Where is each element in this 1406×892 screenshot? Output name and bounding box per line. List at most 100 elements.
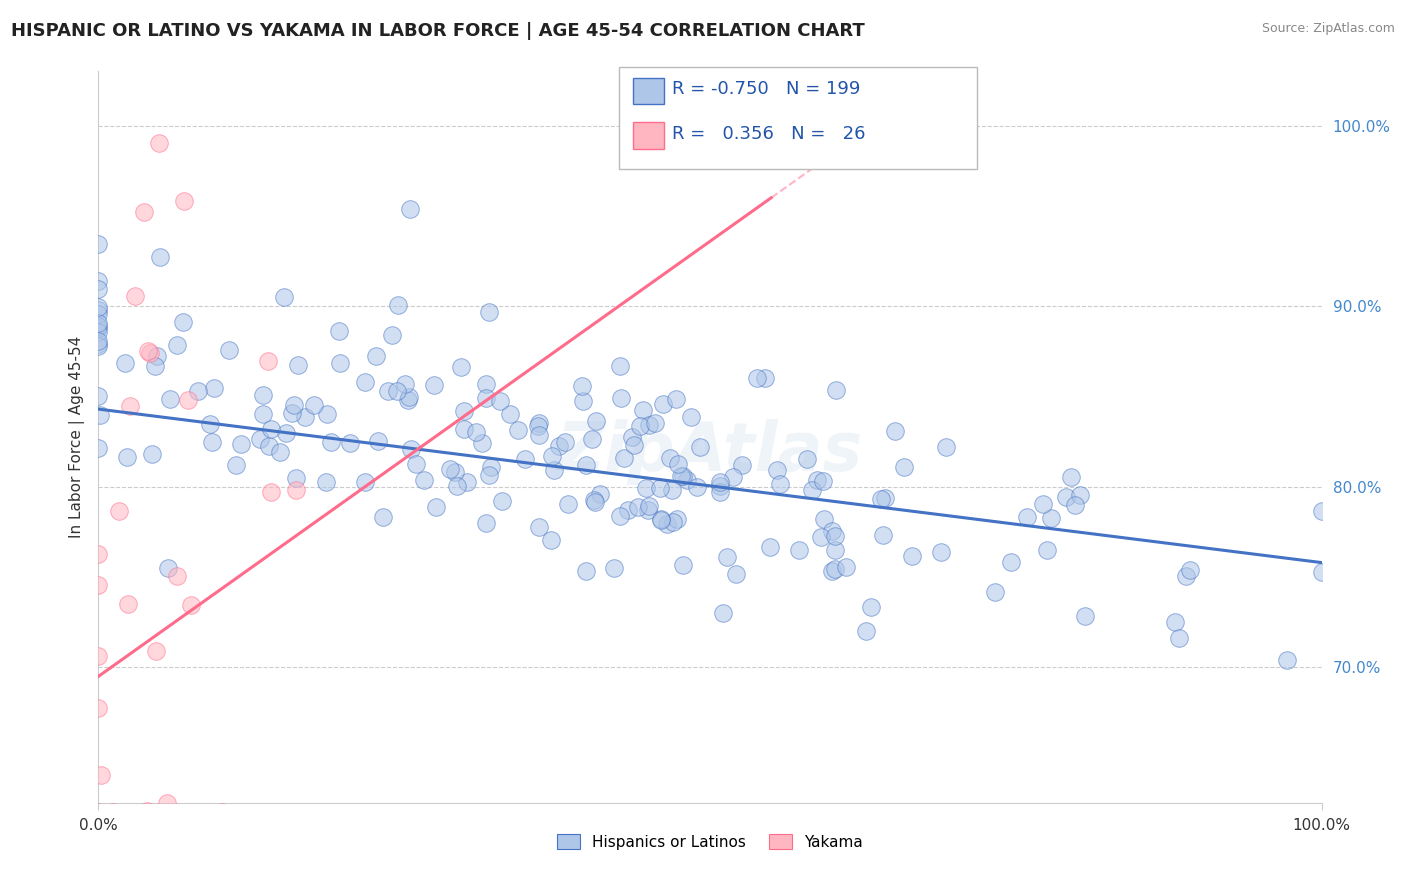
Point [87,320,110,334]
Point [1054,490,1077,504]
Point [136,804,159,818]
Point [669,469,692,483]
Point [471,436,494,450]
Point [935,440,957,454]
Point [1015,509,1038,524]
Point [589,487,612,501]
Point [721,470,744,484]
Point [474,391,496,405]
Point [825,383,848,397]
Point [149,251,172,265]
Point [117,597,139,611]
Point [139,345,162,359]
Point [87,442,110,456]
Point [249,432,271,446]
Point [609,509,631,524]
Point [557,498,579,512]
Point [824,562,846,576]
Point [387,298,409,312]
Point [835,559,858,574]
Point [478,305,501,319]
Point [716,550,738,565]
Text: R = -0.750   N = 199: R = -0.750 N = 199 [672,80,860,98]
Text: ZipAtlas: ZipAtlas [557,418,863,484]
Point [172,315,194,329]
Point [1275,653,1298,667]
Point [572,393,595,408]
Point [875,491,897,505]
Point [769,476,792,491]
Point [1310,504,1333,518]
Point [148,136,170,150]
Point [813,511,835,525]
Point [855,624,877,639]
Point [143,359,166,373]
Point [583,494,606,508]
Point [315,475,337,489]
Point [422,378,444,392]
Point [893,460,915,475]
Point [529,519,551,533]
Point [114,356,136,370]
Point [87,303,110,318]
Point [202,381,225,395]
Point [413,473,436,487]
Point [87,389,110,403]
Point [180,598,202,612]
Point [582,493,605,508]
Legend: Hispanics or Latinos, Yakama: Hispanics or Latinos, Yakama [550,826,870,857]
Point [453,404,475,418]
Point [666,458,689,472]
Point [631,403,654,417]
Point [281,405,304,419]
Point [665,392,688,406]
Point [87,319,110,334]
Point [87,334,110,348]
Point [321,435,343,450]
Point [367,434,389,449]
Point [283,398,305,412]
Point [87,578,110,592]
Point [709,484,731,499]
Point [385,384,408,398]
Point [574,564,596,578]
Point [225,458,247,472]
Point [686,480,709,494]
Point [527,417,550,431]
Point [173,194,195,209]
Point [637,503,659,517]
Point [811,474,834,488]
Point [456,475,478,489]
Point [177,393,200,408]
Point [141,447,163,461]
Point [87,805,110,819]
Point [1000,555,1022,569]
Point [1040,510,1063,524]
Point [159,392,181,406]
Point [285,471,308,485]
Point [859,600,882,615]
Point [479,460,502,475]
Point [709,479,731,493]
Point [260,422,283,436]
Point [1060,470,1083,484]
Y-axis label: In Labor Force | Age 45-54: In Labor Force | Age 45-54 [69,336,84,538]
Point [820,564,842,578]
Point [87,547,110,561]
Point [621,430,644,444]
Point [425,500,447,514]
Point [444,465,467,479]
Point [644,416,666,430]
Point [399,202,422,216]
Point [623,438,645,452]
Point [527,428,550,442]
Point [316,407,339,421]
Point [650,513,672,527]
Point [101,805,124,819]
Point [810,531,832,545]
Point [824,529,846,543]
Point [506,423,529,437]
Point [394,377,416,392]
Point [450,359,472,374]
Point [648,481,671,495]
